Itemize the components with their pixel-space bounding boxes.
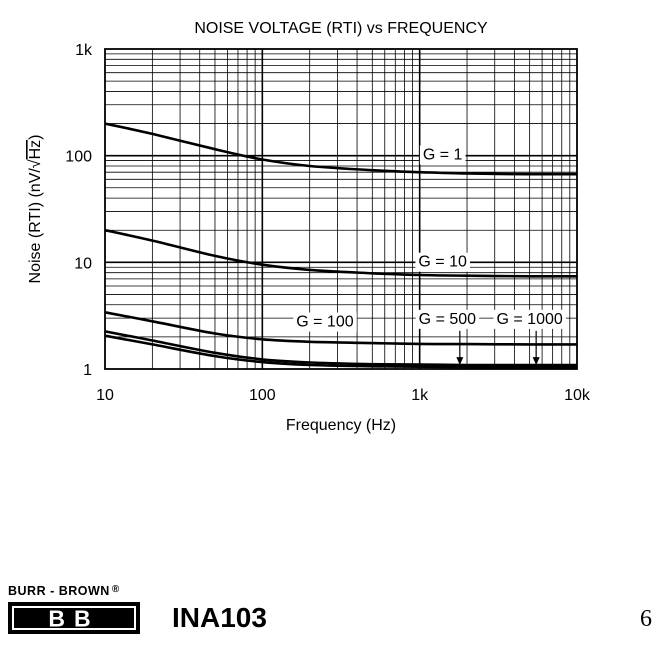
annotation-background (415, 252, 470, 272)
part-number: INA103 (172, 602, 267, 633)
annotation-background (493, 309, 566, 329)
series-line-g-1 (104, 122, 578, 176)
y-axis-label-radicand: Hz (27, 140, 44, 160)
registered-mark: ® (111, 584, 120, 595)
burr-brown-logo: BURR - BROWN ® BB (8, 584, 158, 634)
series-annotation: G = 1 (423, 147, 463, 164)
annotation-background (415, 309, 480, 329)
page-number: 6 (640, 606, 652, 632)
series-line-g-500 (104, 330, 577, 367)
series-line-g-10 (104, 228, 578, 278)
series-annotations: G = 1 G = 10 G = 100 G = 500 G = 1000 (293, 145, 566, 366)
plot-frame (104, 48, 578, 370)
logo-letters: BB (48, 606, 99, 632)
svg-text:Noise (RTI) (nV/√Hz): Noise (RTI) (nV/√Hz) (27, 135, 44, 284)
x-tick-label: 10 (96, 387, 114, 404)
chart-series (104, 122, 578, 369)
y-axis-label-suffix: ) (27, 135, 44, 140)
x-tick-labels: 10 100 1k 10k (96, 387, 591, 404)
chart-title: NOISE VOLTAGE (RTI) vs FREQUENCY (194, 20, 488, 37)
series-annotation: G = 10 (418, 254, 467, 271)
brand-wordmark: BURR - BROWN ® (8, 584, 158, 598)
y-axis-label: Noise (RTI) (nV/√Hz) (27, 135, 44, 284)
y-tick-label: 1 (83, 362, 92, 379)
series-line-g-1000 (104, 334, 577, 369)
annotation-background (293, 312, 357, 332)
y-tick-labels: 1 10 100 1k (65, 42, 93, 379)
x-tick-label: 100 (249, 387, 276, 404)
series-line-g-100 (104, 311, 578, 346)
x-tick-label: 10k (564, 387, 591, 404)
brand-name: BURR - BROWN (8, 584, 110, 598)
annotation-arrow-head (532, 357, 540, 366)
sqrt-sign: √ (27, 159, 44, 168)
bb-logo-mark: BB (8, 602, 140, 634)
y-tick-label: 100 (65, 149, 92, 166)
x-tick-label: 1k (411, 387, 429, 404)
annotation-background (419, 145, 466, 165)
y-axis-label-prefix: Noise (RTI) (nV/ (27, 168, 44, 284)
y-tick-label: 1k (75, 42, 93, 59)
annotation-arrow-head (456, 357, 464, 366)
series-annotation: G = 100 (296, 314, 353, 331)
x-axis-label: Frequency (Hz) (286, 417, 396, 434)
noise-chart: NOISE VOLTAGE (RTI) vs FREQUENCY 10 100 1k… (27, 20, 591, 434)
series-annotation: G = 1000 (496, 311, 562, 328)
y-tick-label: 10 (74, 255, 92, 272)
series-annotation: G = 500 (419, 311, 476, 328)
